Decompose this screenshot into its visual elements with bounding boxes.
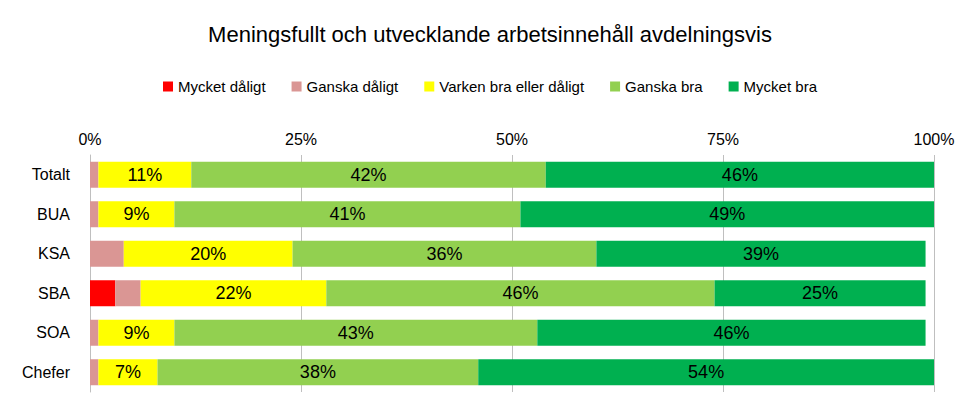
svg-text:Totalt: Totalt bbox=[32, 166, 71, 183]
svg-text:39%: 39% bbox=[743, 244, 779, 264]
svg-text:25%: 25% bbox=[802, 283, 838, 303]
svg-text:Mycket bra: Mycket bra bbox=[744, 78, 818, 95]
svg-text:49%: 49% bbox=[709, 204, 745, 224]
svg-text:20%: 20% bbox=[190, 244, 226, 264]
svg-text:38%: 38% bbox=[300, 362, 336, 382]
svg-text:46%: 46% bbox=[722, 165, 758, 185]
svg-text:11%: 11% bbox=[128, 165, 163, 185]
svg-text:50%: 50% bbox=[496, 131, 528, 148]
svg-text:Chefer: Chefer bbox=[22, 364, 71, 381]
svg-text:43%: 43% bbox=[338, 323, 374, 343]
svg-text:SBA: SBA bbox=[38, 285, 70, 302]
svg-text:7%: 7% bbox=[115, 362, 141, 382]
svg-text:Ganska dåligt: Ganska dåligt bbox=[307, 78, 400, 95]
svg-text:22%: 22% bbox=[215, 283, 251, 303]
svg-text:54%: 54% bbox=[688, 362, 724, 382]
svg-text:75%: 75% bbox=[707, 131, 739, 148]
svg-text:KSA: KSA bbox=[38, 245, 70, 262]
svg-text:SOA: SOA bbox=[36, 324, 70, 341]
svg-text:42%: 42% bbox=[351, 165, 387, 185]
svg-text:36%: 36% bbox=[426, 244, 462, 264]
svg-text:Meningsfullt och utvecklande a: Meningsfullt och utvecklande arbetsinneh… bbox=[208, 22, 772, 47]
svg-text:41%: 41% bbox=[329, 204, 365, 224]
svg-text:9%: 9% bbox=[123, 204, 149, 224]
svg-text:25%: 25% bbox=[285, 131, 317, 148]
svg-text:Mycket dåligt: Mycket dåligt bbox=[178, 78, 266, 95]
svg-text:46%: 46% bbox=[713, 323, 749, 343]
svg-text:0%: 0% bbox=[78, 131, 101, 148]
svg-text:BUA: BUA bbox=[37, 206, 70, 223]
svg-text:9%: 9% bbox=[123, 323, 149, 343]
svg-text:46%: 46% bbox=[502, 283, 538, 303]
svg-text:Ganska bra: Ganska bra bbox=[625, 78, 703, 95]
svg-text:100%: 100% bbox=[914, 131, 955, 148]
svg-text:Varken bra eller dåligt: Varken bra eller dåligt bbox=[439, 78, 585, 95]
